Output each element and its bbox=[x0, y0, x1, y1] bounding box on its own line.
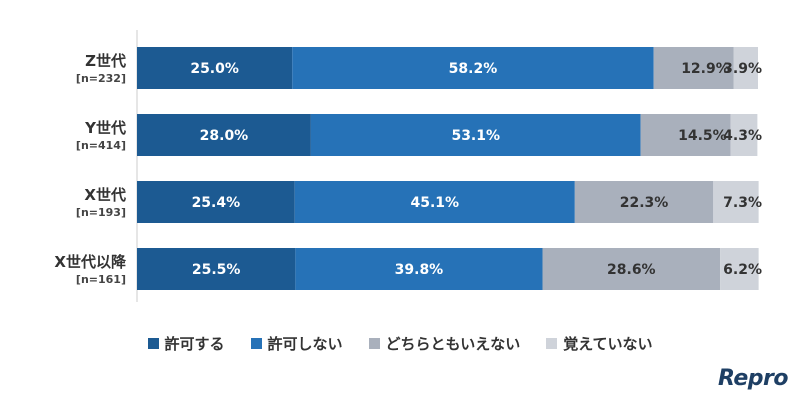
legend-item-neither: どちらともいえない bbox=[368, 333, 521, 354]
data-label: 58.2% bbox=[449, 61, 498, 77]
legend: 許可する 許可しない どちらともいえない 覚えていない bbox=[0, 333, 800, 354]
bar-segment bbox=[733, 47, 758, 89]
data-label: 28.0% bbox=[200, 128, 249, 144]
data-label: 25.0% bbox=[190, 61, 239, 77]
data-label: 28.6% bbox=[607, 262, 656, 278]
data-label: 25.5% bbox=[192, 262, 241, 278]
bar-segment bbox=[310, 114, 641, 156]
category-sample-size: [n=232] bbox=[76, 72, 126, 85]
category-sample-size: [n=161] bbox=[76, 273, 126, 286]
category-sample-size: [n=414] bbox=[76, 139, 126, 152]
category-label: Y世代 bbox=[84, 119, 126, 137]
data-label: 25.4% bbox=[192, 195, 241, 211]
category-label: X世代以降 bbox=[54, 253, 127, 271]
bar-segment bbox=[653, 47, 734, 89]
data-label: 53.1% bbox=[451, 128, 500, 144]
legend-label: 許可しない bbox=[267, 335, 343, 353]
bar-segment bbox=[294, 181, 575, 223]
bar-segment bbox=[137, 248, 296, 290]
bar-segment bbox=[137, 47, 293, 89]
bar-segment bbox=[574, 181, 714, 223]
data-label: 22.3% bbox=[620, 195, 669, 211]
bar-segment bbox=[713, 181, 759, 223]
legend-swatch bbox=[368, 338, 380, 349]
repro-logo: Repro bbox=[718, 366, 788, 391]
bar-segment bbox=[137, 114, 311, 156]
category-sample-size: [n=193] bbox=[76, 206, 126, 219]
legend-label: どちらともいえない bbox=[385, 335, 521, 353]
data-label: 12.9% bbox=[681, 61, 730, 77]
legend-swatch bbox=[546, 338, 558, 349]
data-label: 3.9% bbox=[723, 61, 762, 77]
legend-item-dont-remember: 覚えていない bbox=[546, 333, 653, 354]
legend-label: 許可する bbox=[164, 335, 225, 353]
data-label: 39.8% bbox=[395, 262, 444, 278]
legend-swatch bbox=[250, 338, 262, 349]
data-label: 6.2% bbox=[723, 262, 762, 278]
bar-segment bbox=[640, 114, 731, 156]
legend-label: 覚えていない bbox=[563, 335, 653, 353]
legend-item-deny: 許可しない bbox=[250, 333, 343, 354]
legend-swatch bbox=[147, 338, 159, 349]
bar-segment bbox=[730, 114, 758, 156]
data-label: 14.5% bbox=[678, 128, 727, 144]
data-label: 4.3% bbox=[723, 128, 762, 144]
category-label: Z世代 bbox=[85, 52, 126, 70]
bar-segment bbox=[137, 181, 295, 223]
data-label: 7.3% bbox=[723, 195, 762, 211]
category-label: X世代 bbox=[84, 186, 126, 204]
bar-segment bbox=[542, 248, 721, 290]
bar-segment bbox=[295, 248, 543, 290]
data-label: 45.1% bbox=[410, 195, 459, 211]
legend-item-allow: 許可する bbox=[147, 333, 225, 354]
bar-segment bbox=[720, 248, 759, 290]
bar-segment bbox=[292, 47, 654, 89]
